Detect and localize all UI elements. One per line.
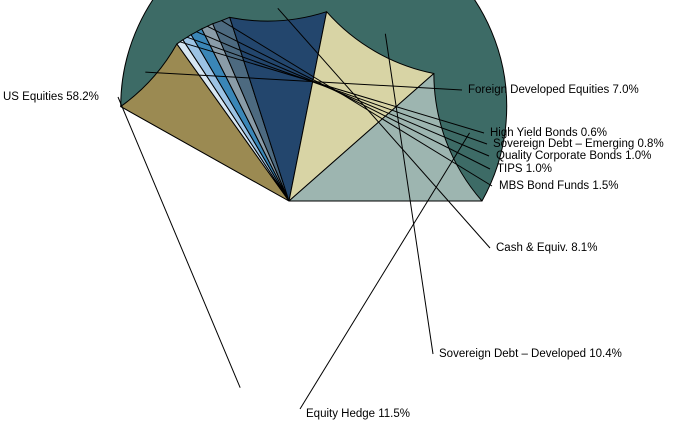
leader-line [117, 96, 241, 388]
slice-label: US Equities 58.2% [3, 91, 99, 103]
leader-line [145, 71, 463, 91]
pie-slices [120, 0, 508, 202]
leader-lines [117, 7, 493, 410]
slice-label: Sovereign Debt – Developed 10.4% [439, 348, 622, 360]
leader-line [186, 36, 488, 145]
leader-line [206, 25, 491, 170]
slice-labels: US Equities 58.2% Foreign Developed Equit… [3, 84, 664, 420]
leader-line [277, 7, 491, 249]
leader-line [196, 31, 490, 157]
slice-label: Cash & Equiv. 8.1% [496, 242, 597, 254]
slice-label: Sovereign Debt – Emerging 0.8% [493, 138, 664, 150]
leader-line [220, 19, 493, 187]
leader-line [384, 33, 434, 355]
slice-label: Quality Corporate Bonds 1.0% [496, 150, 651, 162]
leader-line [299, 132, 470, 410]
slice-label: TIPS 1.0% [497, 163, 552, 175]
slice-label: High Yield Bonds 0.6% [490, 127, 607, 139]
pie-slice-equity-hedge [288, 72, 483, 202]
slice-label: Foreign Developed Equities 7.0% [468, 84, 639, 96]
pie-slice-cash-equiv [229, 11, 328, 202]
slice-label: Equity Hedge 11.5% [306, 408, 410, 420]
slice-label: MBS Bond Funds 1.5% [499, 180, 619, 192]
leader-line [179, 41, 485, 134]
